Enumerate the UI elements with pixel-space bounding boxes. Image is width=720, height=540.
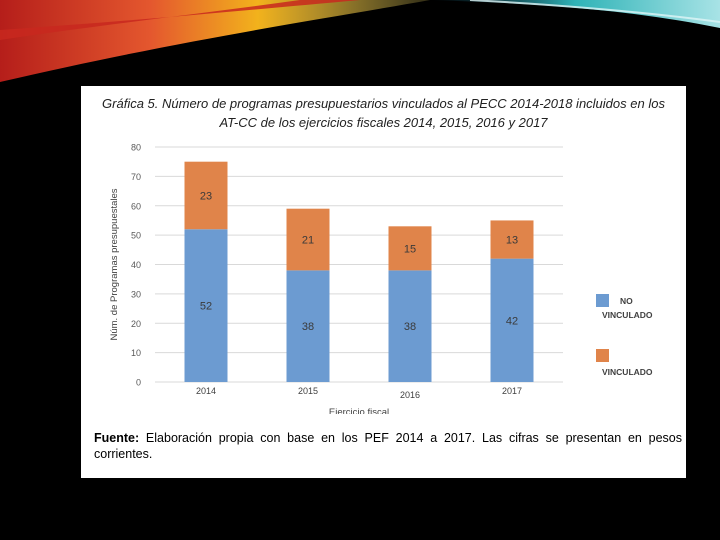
figure-title-line2: AT-CC de los ejercicios fiscales 2014, 2… [219,115,548,130]
legend-label-line1: NO [620,296,633,306]
data-label-vinculado: 21 [302,235,314,247]
bar-vinculado [490,220,534,259]
data-label-no-vinculado: 38 [302,321,314,333]
source-text: Elaboración propia con base en los PEF 2… [94,431,682,461]
y-tick-label: 60 [131,201,141,211]
swoosh-warm-band [0,0,430,82]
x-tick-label: 2017 [502,386,522,396]
y-tick-label: 10 [131,348,141,358]
data-label-vinculado: 23 [200,190,212,202]
bar-vinculado [286,208,330,271]
x-tick-label: 2015 [298,386,318,396]
stacked-bar-chart: 0 10 20 30 40 50 60 70 80 Núm. de Programas presu… [93,132,666,418]
decorative-swoosh [0,0,720,82]
y-tick-label: 20 [131,319,141,329]
x-axis-label: Ejercicio fiscal [329,407,389,414]
x-tick-label: 2014 [196,386,216,396]
source-note: Fuente: Elaboración propia con base en l… [94,430,682,462]
data-label-no-vinculado: 38 [404,321,416,333]
legend-swatch-no-vinculado [596,294,609,307]
legend-swatch-vinculado [596,349,609,362]
y-tick-label: 40 [131,260,141,270]
bar-no-vinculado [490,258,534,382]
bar-no-vinculado [388,270,432,382]
data-label-no-vinculado: 52 [200,301,212,313]
bar-no-vinculado [286,270,330,382]
y-tick-label: 50 [131,231,141,241]
x-tick-label: 2016 [400,390,420,400]
legend-label-line2: VINCULADO [602,310,653,320]
y-tick-label: 30 [131,289,141,299]
y-tick-label: 80 [131,143,141,153]
bar-vinculado [184,161,228,230]
figure-title-line1: Gráfica 5. Número de programas presupues… [102,96,665,111]
swoosh-teal-band [430,0,720,28]
data-label-no-vinculado: 42 [506,315,518,327]
y-tick-label: 70 [131,172,141,182]
figure-title: Gráfica 5. Número de programas presupues… [81,94,686,132]
source-label: Fuente: [94,431,140,445]
legend-label: VINCULADO [602,367,653,377]
chart-figure: Gráfica 5. Número de programas presupues… [81,86,686,478]
data-label-vinculado: 15 [404,243,416,255]
chart-inner-bg [93,132,666,414]
data-label-vinculado: 13 [506,235,518,247]
bar-no-vinculado [184,229,228,382]
bar-vinculado [388,226,432,271]
chart-area: 0 10 20 30 40 50 60 70 80 Núm. de Programas presu… [93,132,666,418]
swoosh-teal-stroke [469,0,720,23]
y-tick-label: 0 [136,378,141,388]
y-axis-label: Núm. de Programas presupuestales [109,188,120,340]
